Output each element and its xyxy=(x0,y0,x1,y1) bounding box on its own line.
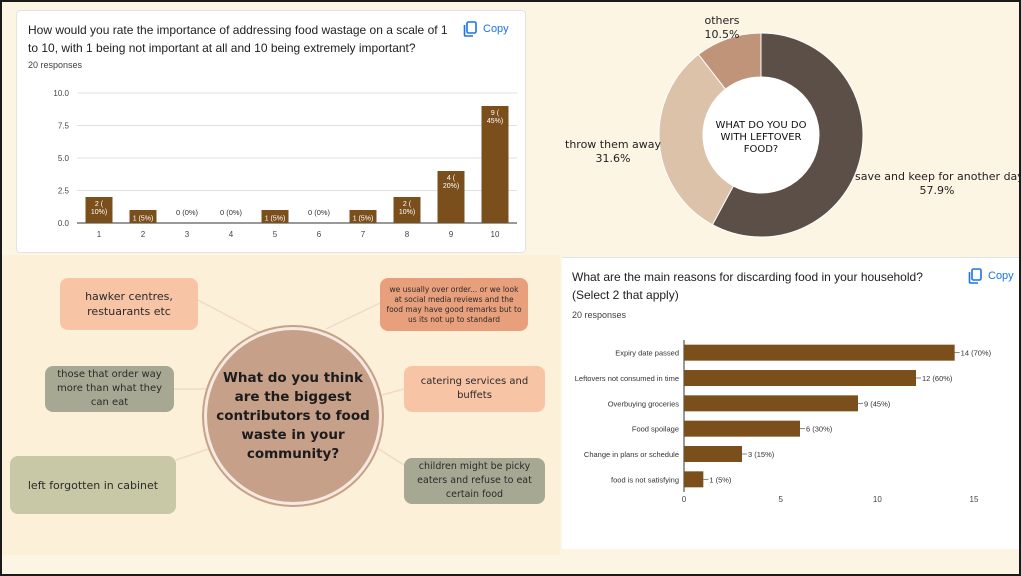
bar-data-label: 4 (20%) xyxy=(443,175,459,190)
y-tick-label: 2.5 xyxy=(58,187,70,196)
donut-label-others-name: others xyxy=(704,14,740,27)
reason-bar xyxy=(684,471,704,488)
rating-question-title: How would you rate the importance of add… xyxy=(28,23,448,55)
node-left-forgotten: left forgotten in cabinet xyxy=(10,456,176,514)
rating-copy-label: Copy xyxy=(483,23,509,35)
connector-hawker xyxy=(197,299,269,338)
donut-label-throw: throw them away 31.6% xyxy=(565,138,661,166)
category-label: food is not satisfying xyxy=(611,475,679,484)
rating-bar xyxy=(481,106,509,223)
donut-label-save: save and keep for another day 57.9% xyxy=(855,170,1021,198)
x-tick-label: 9 xyxy=(449,230,454,239)
x-tick-label: 4 xyxy=(229,230,234,239)
reasons-copy-button[interactable]: Copy xyxy=(968,268,1014,284)
rating-bar xyxy=(85,197,113,223)
donut-label-throw-name: throw them away xyxy=(565,138,662,151)
rating-question-card: How would you rate the importance of add… xyxy=(16,10,526,253)
bar-data-label: 6 (30%) xyxy=(806,425,833,434)
node-order-more: those that order way more than what they… xyxy=(45,366,174,412)
x-tick-label: 6 xyxy=(317,230,322,239)
y-tick-label: 5.0 xyxy=(58,154,70,163)
rating-bar xyxy=(261,210,289,223)
x-tick-label: 8 xyxy=(405,230,410,239)
donut-label-save-value: 57.9% xyxy=(919,184,955,197)
y-tick-label: 0.0 xyxy=(58,219,70,228)
rating-bar xyxy=(437,171,465,223)
donut-hole xyxy=(703,77,819,193)
reasons-copy-label: Copy xyxy=(988,270,1014,282)
category-label: Leftovers not consumed in time xyxy=(575,374,679,383)
bar-data-label: 0 (0%) xyxy=(176,208,199,217)
bar-data-label: 0 (0%) xyxy=(220,208,243,217)
node-catering-buffets: catering services and buffets xyxy=(404,366,545,412)
x-tick-label: 5 xyxy=(778,495,783,504)
donut-label-others-value: 10.5% xyxy=(704,28,740,41)
connector-reviews xyxy=(325,302,381,330)
bar-data-label: 12 (60%) xyxy=(922,374,953,383)
bar-data-label: 3 (15%) xyxy=(748,450,775,459)
category-label: Change in plans or schedule xyxy=(584,450,679,459)
y-tick-label: 10.0 xyxy=(53,89,69,98)
reasons-question-title: What are the main reasons for discarding… xyxy=(572,270,923,302)
bar-data-label: 14 (70%) xyxy=(961,349,992,358)
x-tick-label: 1 xyxy=(97,230,102,239)
leftover-donut-chart: WHAT DO YOU DO WITH LEFTOVER FOOD? other… xyxy=(555,8,1021,253)
x-tick-label: 7 xyxy=(361,230,366,239)
bar-data-label: 0 (0%) xyxy=(308,208,331,217)
copy-icon xyxy=(968,268,982,284)
bar-data-label: 1 (5%) xyxy=(133,216,154,223)
rating-bar xyxy=(349,210,377,223)
copy-icon xyxy=(463,21,477,37)
rating-bar xyxy=(393,197,421,223)
bar-data-label: 1 (5%) xyxy=(265,216,286,223)
rating-copy-button[interactable]: Copy xyxy=(463,21,509,37)
x-tick-label: 3 xyxy=(185,230,190,239)
category-label: Food spoilage xyxy=(632,425,679,434)
reason-bar xyxy=(684,344,955,361)
reason-bar xyxy=(684,395,858,412)
donut-label-save-name: save and keep for another day xyxy=(855,170,1021,183)
mind-map-center-question: What do you think are the biggest contri… xyxy=(216,369,370,462)
y-tick-label: 7.5 xyxy=(58,122,70,131)
rating-response-count: 20 responses xyxy=(28,60,83,70)
reason-bar xyxy=(684,420,800,437)
bar-data-label: 2 (10%) xyxy=(399,201,415,216)
bar-data-label: 9 (45%) xyxy=(487,110,503,125)
x-tick-label: 0 xyxy=(682,495,687,504)
donut-center-title: WHAT DO YOU DO WITH LEFTOVER FOOD? xyxy=(715,120,807,155)
category-label: Overbuying groceries xyxy=(608,399,680,408)
bar-data-label: 9 (45%) xyxy=(864,399,891,408)
rating-bar-chart: 0.0 2.5 5.0 7.5 10.0 1 2 (10%) 2 1 (5%) 3 0 (0%) 4 0… xyxy=(53,89,517,239)
x-tick-label: 10 xyxy=(873,495,882,504)
x-tick-label: 15 xyxy=(970,495,979,504)
donut-svg xyxy=(658,32,864,238)
node-picky-eaters: children might be picky eaters and refus… xyxy=(404,458,545,504)
reasons-bar-chart: 0 5 10 15 Expiry date passed 14 (70%) Leftover… xyxy=(575,340,992,504)
reasons-question-card: What are the main reasons for discarding… xyxy=(562,257,1021,549)
reason-bar xyxy=(684,370,916,386)
mind-map: hawker centres, restuarants etc those th… xyxy=(0,255,560,555)
category-label: Expiry date passed xyxy=(615,349,679,358)
bar-data-label: 2 (10%) xyxy=(91,201,107,216)
donut-label-others: others 10.5% xyxy=(679,14,765,42)
mind-map-center: What do you think are the biggest contri… xyxy=(204,327,382,505)
x-tick-label: 10 xyxy=(491,230,500,239)
bar-data-label: 1 (5%) xyxy=(353,216,374,223)
node-over-order-reviews: we usually over order... or we look at s… xyxy=(380,278,528,331)
reason-bar xyxy=(684,446,742,462)
connector-catering xyxy=(381,388,405,396)
node-hawker-centres: hawker centres, restuarants etc xyxy=(60,278,198,330)
x-tick-label: 5 xyxy=(273,230,278,239)
rating-bar xyxy=(129,210,157,223)
bar-data-label: 1 (5%) xyxy=(709,475,732,484)
x-tick-label: 2 xyxy=(141,230,146,239)
donut-label-throw-value: 31.6% xyxy=(595,152,631,165)
reasons-response-count: 20 responses xyxy=(572,310,627,320)
